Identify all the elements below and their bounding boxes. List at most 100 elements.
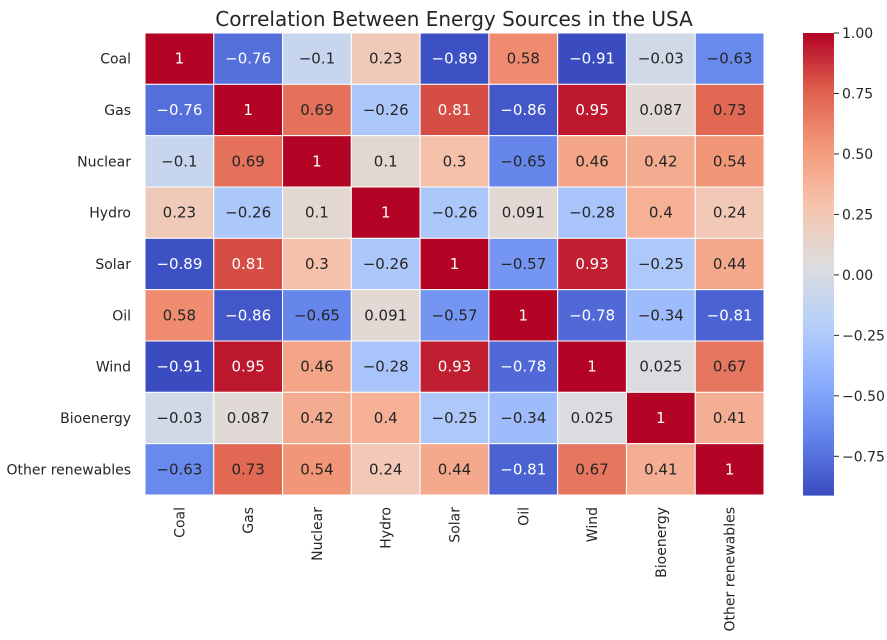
colorbar-tick-label: −0.25 [842, 328, 885, 344]
colorbar-segment [803, 491, 834, 496]
heatmap-cell [557, 340, 627, 393]
cell-value-label: −0.57 [500, 255, 546, 273]
row-tick-label: Nuclear [77, 154, 131, 170]
cell-value-label: 0.67 [713, 358, 746, 376]
heatmap-cell [213, 32, 284, 85]
row-tick-label: Other renewables [7, 462, 131, 478]
colorbar-tick-label: −0.75 [842, 449, 885, 465]
column-tick-label: Coal [172, 507, 188, 538]
cell-value-label: 0.24 [369, 460, 402, 478]
colorbar-segment [803, 429, 834, 434]
colorbar-segment [803, 471, 834, 477]
colorbar-segment [803, 52, 834, 57]
cell-value-label: −0.91 [156, 358, 202, 376]
heatmap-cell [419, 443, 490, 496]
heatmap-cell [488, 237, 559, 291]
colorbar-segment [803, 279, 834, 284]
colorbar-segment [803, 233, 834, 238]
colorbar-segment [803, 421, 834, 427]
heatmap-cell [144, 32, 215, 85]
cell-value-label: 1 [587, 358, 597, 376]
colorbar-segment [803, 479, 834, 485]
cell-value-label: −0.25 [432, 409, 478, 427]
colorbar-segment [803, 387, 834, 392]
colorbar-segment [803, 325, 834, 331]
heatmap-cell [144, 391, 215, 445]
colorbar-segment [803, 352, 834, 357]
cell-value-label: −0.26 [363, 101, 409, 119]
colorbar-segment [803, 267, 834, 273]
colorbar-tick-label: 0.25 [842, 207, 873, 223]
heatmap-cell [625, 32, 696, 85]
colorbar-segment [803, 94, 834, 100]
column-tick-label: Bioenergy [654, 507, 670, 578]
colorbar-segment [803, 290, 834, 296]
colorbar-segment [803, 36, 834, 42]
row-tick-label: Coal [100, 52, 131, 68]
cell-value-label: 0.025 [571, 409, 614, 427]
column-tick-label: Gas [241, 507, 257, 534]
colorbar-segment [803, 110, 834, 115]
cell-value-label: 0.58 [163, 306, 196, 324]
cell-value-label: −0.89 [156, 255, 202, 273]
colorbar-segment [803, 410, 834, 415]
heatmap-cell [213, 443, 284, 496]
colorbar-segment [803, 452, 834, 458]
colorbar-segment [803, 160, 834, 165]
heatmap-cell [557, 443, 627, 496]
colorbar-segment [803, 402, 834, 408]
heatmap-cell [557, 237, 627, 291]
cell-value-label: 0.73 [231, 460, 264, 478]
cell-value-label: 0.95 [575, 101, 608, 119]
colorbar-segment [803, 140, 834, 146]
colorbar-segment [803, 283, 834, 288]
colorbar-segment [803, 348, 834, 354]
cell-value-label: −0.25 [638, 255, 684, 273]
cell-value-label: 0.091 [364, 306, 407, 324]
cell-value-label: −0.63 [156, 460, 202, 478]
colorbar-segment [803, 240, 834, 246]
heatmap-cell [419, 391, 490, 445]
colorbar-segment [803, 225, 834, 230]
heatmap-cell [419, 83, 490, 137]
colorbar-segment [803, 148, 834, 153]
colorbar-segment [803, 90, 834, 96]
heatmap-cell [144, 237, 215, 291]
heatmap-cell [694, 83, 765, 137]
cell-value-label: 0.93 [575, 255, 608, 273]
row-tick-label: Oil [112, 308, 131, 324]
colorbar-segment [803, 287, 834, 292]
colorbar-segment [803, 317, 834, 323]
cell-value-label: 0.025 [639, 358, 682, 376]
cell-value-label: −0.28 [569, 204, 615, 222]
heatmap-cell [144, 340, 215, 393]
colorbar-segment [803, 314, 834, 319]
heatmap-cell [694, 391, 765, 445]
heatmap-cell [144, 289, 215, 342]
column-tick-label: Hydro [379, 507, 395, 549]
colorbar-segment [803, 371, 834, 377]
cell-value-label: 0.24 [713, 204, 746, 222]
colorbar-segment [803, 460, 834, 465]
cell-value-label: 0.44 [713, 255, 746, 273]
colorbar-segment [803, 256, 834, 261]
heatmap-cell [488, 289, 559, 342]
colorbar-segment [803, 329, 834, 334]
colorbar-segment [803, 360, 834, 365]
colorbar-segment [803, 113, 834, 119]
colorbar-segment [803, 441, 834, 446]
colorbar-segment [803, 260, 834, 265]
cell-value-label: −0.26 [432, 204, 478, 222]
cell-value-label: 0.4 [374, 409, 398, 427]
colorbar-segment [803, 418, 834, 423]
colorbar-segment [803, 102, 834, 107]
cell-value-label: −0.65 [500, 152, 546, 170]
heatmap-cell [488, 32, 559, 85]
colorbar-segment [803, 425, 834, 431]
colorbar-segment [803, 444, 834, 450]
colorbar-segment [803, 298, 834, 304]
heatmap-cell [282, 32, 352, 85]
colorbar-segment [803, 44, 834, 49]
row-tick-label: Gas [104, 103, 131, 119]
colorbar-segment [803, 156, 834, 161]
